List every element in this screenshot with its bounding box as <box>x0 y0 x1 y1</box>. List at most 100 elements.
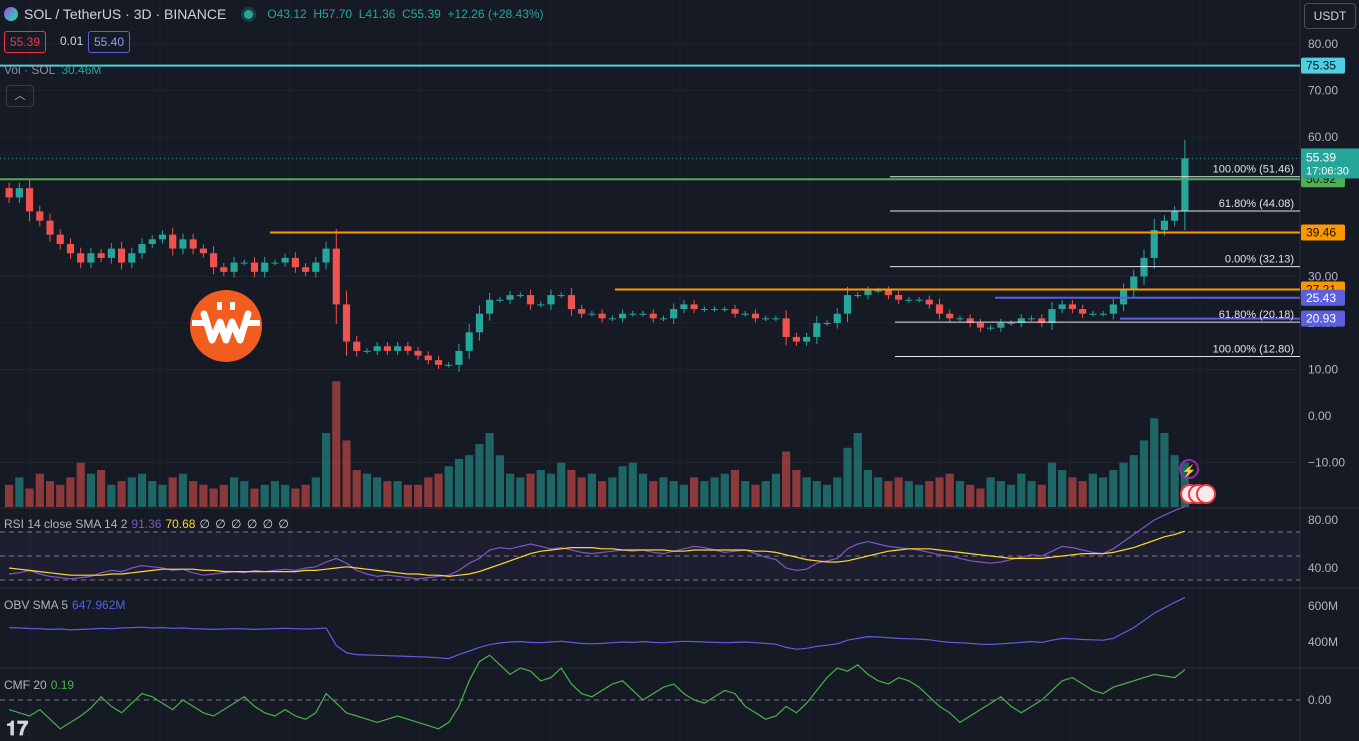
level-tag-text: 39.46 <box>1306 226 1336 240</box>
candle-body <box>383 346 391 351</box>
candle-body <box>169 234 177 249</box>
price-tick-label: 80.00 <box>1308 37 1338 51</box>
volume-bar <box>1088 473 1097 507</box>
candle-body <box>128 253 136 263</box>
volume-bar <box>332 381 341 507</box>
candle-body <box>823 323 831 324</box>
candle-body <box>189 239 197 249</box>
volume-bar <box>1027 481 1036 507</box>
volume-bar <box>853 433 862 507</box>
volume-label: Vol · SOL 30.46M <box>4 63 101 77</box>
rsi-label: RSI 14 close SMA 14 2 91.36 70.68 ∅ ∅ ∅ ∅ ∅… <box>4 517 290 531</box>
volume-bar <box>495 455 504 507</box>
candle-body <box>670 309 678 319</box>
volume-bar <box>945 473 954 507</box>
candle-body <box>526 295 535 305</box>
volume-bar <box>669 481 678 507</box>
candle-body <box>240 262 248 264</box>
volume-bar <box>76 462 85 507</box>
candle-body <box>608 318 616 320</box>
candle-body <box>792 336 800 342</box>
candle-body <box>56 234 64 244</box>
candle-body <box>976 323 984 328</box>
rsi-tick-label: 40.00 <box>1308 561 1338 575</box>
candle-body <box>87 253 95 263</box>
volume-bar <box>577 477 586 507</box>
current-price-text: 55.39 <box>1306 150 1336 164</box>
candle-body <box>905 299 913 301</box>
volume-bar <box>1160 433 1169 507</box>
candle-body <box>342 304 351 342</box>
volume-bar <box>618 466 627 507</box>
volume-bar <box>45 481 55 507</box>
candle-body <box>281 257 289 263</box>
sell-price-button[interactable]: 55.39 <box>4 31 47 53</box>
candle-body <box>782 318 790 337</box>
volume-bar <box>86 473 95 507</box>
candle-body <box>445 364 453 366</box>
volume-bar <box>260 484 269 507</box>
open-value: O43.12 <box>267 7 307 21</box>
candle-body <box>547 295 555 305</box>
symbol-title[interactable]: SOL / TetherUS · 3D · BINANCE <box>24 6 227 22</box>
candle-body <box>629 313 637 315</box>
candle-body <box>271 262 279 264</box>
candle-body <box>874 290 882 292</box>
currency-selector[interactable]: USDT <box>1304 3 1356 29</box>
candle-body <box>516 295 524 297</box>
solana-icon <box>4 7 18 21</box>
candle-body <box>803 336 811 342</box>
candle-body <box>1160 220 1169 230</box>
volume-bar <box>904 481 913 507</box>
volume-bar <box>117 481 126 507</box>
volume-bar <box>659 477 668 507</box>
volume-bar <box>1119 462 1128 507</box>
candle-body <box>639 313 647 315</box>
volume-bar <box>352 470 361 507</box>
lightning-icon[interactable]: ⚡ <box>1179 459 1199 479</box>
level-tag-text: 75.35 <box>1306 59 1336 73</box>
volume-bar <box>66 477 75 507</box>
level-tag <box>1301 224 1345 241</box>
candle-body <box>895 295 903 300</box>
volume-bar <box>730 470 740 507</box>
candle-body <box>1181 158 1189 212</box>
volume-bar <box>925 481 934 507</box>
candle-body <box>363 350 371 352</box>
volume-bar <box>189 481 198 507</box>
candle-body <box>312 262 320 272</box>
low-value: L41.36 <box>358 7 396 21</box>
buy-price-button[interactable]: 55.40 <box>88 31 131 53</box>
volume-bar <box>792 470 801 507</box>
candle-body <box>107 248 115 258</box>
volume-bar <box>240 481 249 507</box>
candle-body <box>1109 304 1117 314</box>
volume-bar <box>751 484 760 507</box>
volume-bar <box>270 481 280 507</box>
volume-bar <box>935 477 944 507</box>
candle-body <box>690 304 698 310</box>
collapse-legend-button[interactable]: ︿ <box>6 85 34 107</box>
volume-bar <box>894 477 903 507</box>
volume-name: Vol · SOL <box>4 63 56 77</box>
level-tag-text: 20.93 <box>1306 312 1336 326</box>
volume-bar <box>15 477 24 507</box>
fib-level-label: 100.00% (12.80) <box>1213 343 1294 355</box>
volume-bar <box>802 477 811 507</box>
candle-body <box>15 188 23 198</box>
volume-bar <box>5 484 14 507</box>
candle-body <box>97 253 105 258</box>
candle-body <box>854 295 862 297</box>
candle-body <box>567 295 576 310</box>
candle-body <box>935 304 944 314</box>
volume-bar <box>56 484 65 507</box>
volume-bar <box>822 484 832 507</box>
candle-body <box>710 309 719 311</box>
ohlc-readout: O43.12 H57.70 L41.36 C55.39 +12.26 (+28.… <box>267 7 543 21</box>
event-icon-2 <box>1196 484 1216 504</box>
candle-body <box>966 318 974 323</box>
price-tick-label: −10.00 <box>1308 456 1345 470</box>
candle-body <box>537 304 545 306</box>
candle-body <box>843 295 852 314</box>
